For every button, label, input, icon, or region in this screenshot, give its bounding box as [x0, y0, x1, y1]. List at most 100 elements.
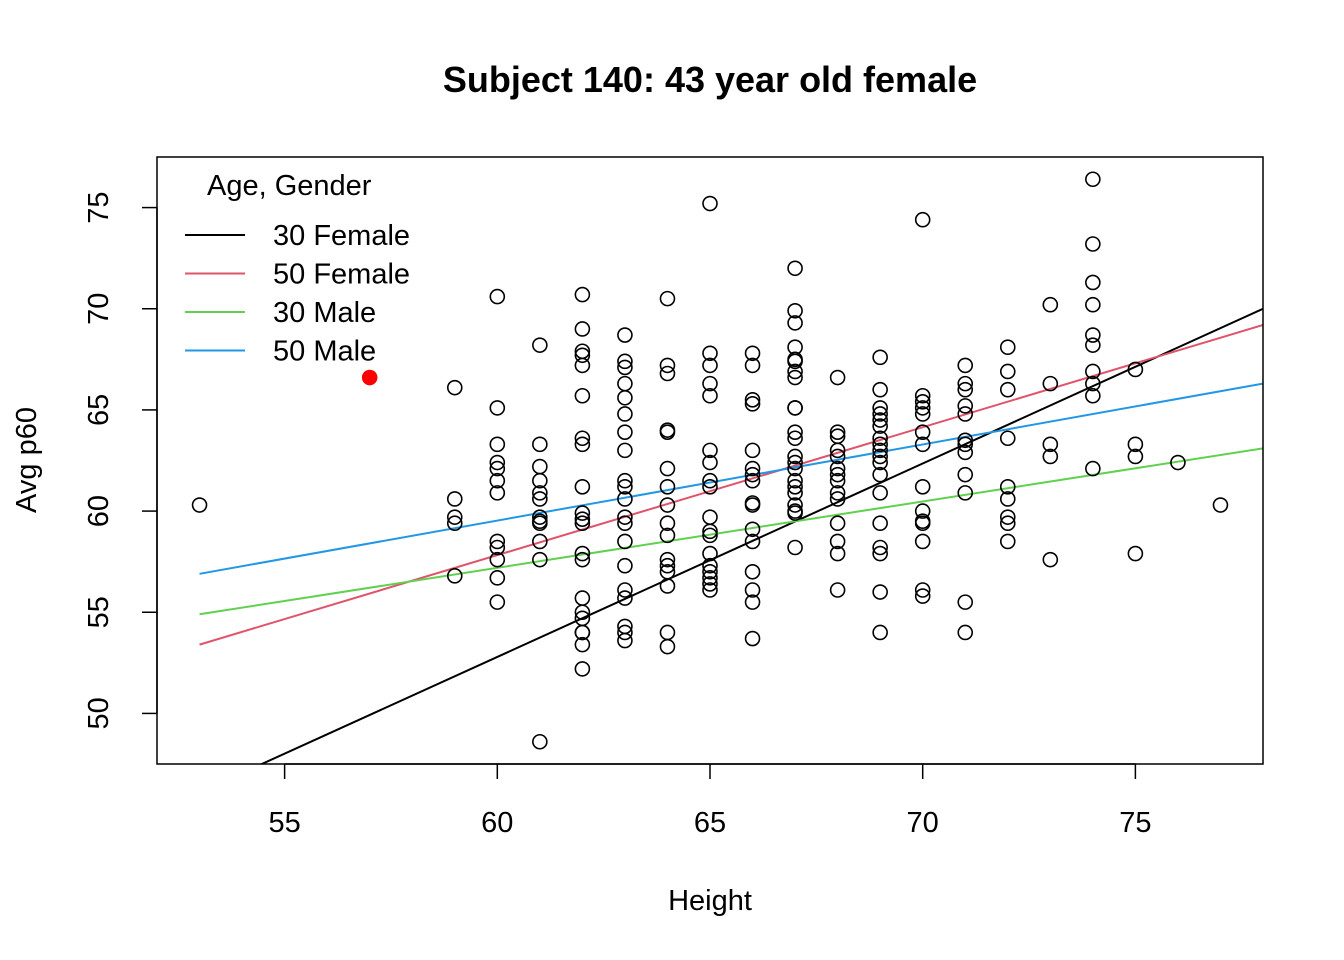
data-point: [914, 211, 931, 228]
data-point: [532, 491, 548, 507]
legend: Age, Gender 30 Female 50 Female 30 Male 50 …: [185, 170, 410, 368]
data-point: [659, 515, 676, 532]
data-point: [744, 472, 761, 489]
data-point: [617, 632, 633, 649]
y-tick-label: 50: [83, 697, 115, 729]
data-point: [574, 436, 591, 453]
data-point: [787, 315, 803, 331]
data-point: [702, 545, 718, 562]
data-point: [659, 527, 676, 544]
data-point: [532, 551, 548, 568]
data-point: [617, 442, 633, 459]
data-point: [617, 533, 633, 550]
data-point: [702, 357, 718, 374]
data-point: [744, 533, 761, 550]
data-point: [787, 539, 803, 556]
data-point: [872, 545, 888, 562]
data-point: [702, 570, 718, 586]
data-point: [702, 472, 718, 489]
data-point: [787, 400, 803, 416]
data-point: [574, 430, 591, 447]
data-point: [914, 479, 931, 495]
data-point: [532, 436, 548, 453]
data-point: [489, 288, 506, 305]
data-point: [829, 466, 846, 483]
data-point: [872, 436, 888, 453]
data-point: [744, 521, 761, 538]
data-point: [1212, 497, 1229, 513]
data-point: [489, 485, 506, 501]
data-point: [829, 369, 846, 386]
legend-entry-label: 30 Female: [273, 220, 410, 252]
data-point: [574, 604, 591, 621]
data-point: [1085, 460, 1101, 477]
data-point: [787, 448, 803, 465]
data-point: [617, 479, 633, 495]
y-axis: 50 55 60 65 70 75: [83, 191, 158, 730]
data-point: [957, 406, 974, 422]
data-point: [574, 286, 591, 303]
data-point: [446, 568, 463, 584]
data-point: [532, 458, 548, 475]
legend-entry-label: 50 Female: [273, 259, 410, 291]
data-point: [914, 436, 931, 453]
data-point: [532, 485, 548, 501]
y-tick-label: 55: [83, 596, 115, 628]
data-point: [829, 485, 846, 501]
data-point: [617, 424, 633, 440]
legend-title: Age, Gender: [207, 170, 372, 202]
data-point: [957, 624, 974, 641]
data-point: [829, 460, 846, 477]
data-point: [744, 582, 761, 598]
data-point: [744, 563, 761, 580]
data-point: [999, 339, 1016, 355]
data-point: [532, 509, 548, 525]
data-point: [659, 460, 676, 477]
data-point: [446, 509, 463, 525]
data-point: [617, 590, 633, 606]
data-point: [872, 515, 888, 532]
data-point: [872, 466, 888, 483]
data-point: [787, 260, 803, 277]
data-point: [999, 533, 1016, 550]
data-point: [617, 353, 633, 370]
data-point: [1085, 274, 1101, 291]
x-axis: 55 60 65 70 75: [268, 763, 1152, 839]
data-point: [999, 430, 1016, 447]
data-point: [1042, 296, 1059, 313]
data-point: [1085, 387, 1101, 404]
data-point: [957, 594, 974, 610]
data-point: [702, 527, 718, 544]
data-point: [872, 448, 888, 465]
data-point: [489, 533, 506, 550]
data-point: [1085, 296, 1101, 313]
data-point: [957, 357, 974, 374]
data-point: [957, 375, 974, 392]
data-point: [1127, 448, 1144, 465]
data-point: [744, 497, 761, 513]
data-point: [702, 345, 718, 362]
data-point: [574, 636, 591, 653]
data-point: [446, 515, 463, 532]
data-point: [999, 515, 1016, 532]
data-point: [489, 594, 506, 610]
data-point: [787, 369, 803, 386]
chart-title: Subject 140: 43 year old female: [443, 59, 977, 100]
data-point: [787, 454, 803, 471]
data-point: [1085, 327, 1101, 343]
data-point: [744, 594, 761, 610]
data-point: [829, 424, 846, 440]
data-point: [617, 389, 633, 406]
data-point: [872, 349, 888, 366]
data-point: [574, 321, 591, 337]
data-point: [617, 375, 633, 392]
data-point: [914, 588, 931, 604]
highlighted-subject-point: [361, 369, 378, 386]
data-point: [617, 582, 633, 598]
y-tick-label: 60: [83, 495, 115, 527]
data-point: [999, 381, 1016, 398]
data-point: [532, 733, 548, 750]
data-point: [999, 363, 1016, 380]
y-tick-label: 65: [83, 394, 115, 426]
data-point: [446, 491, 463, 507]
